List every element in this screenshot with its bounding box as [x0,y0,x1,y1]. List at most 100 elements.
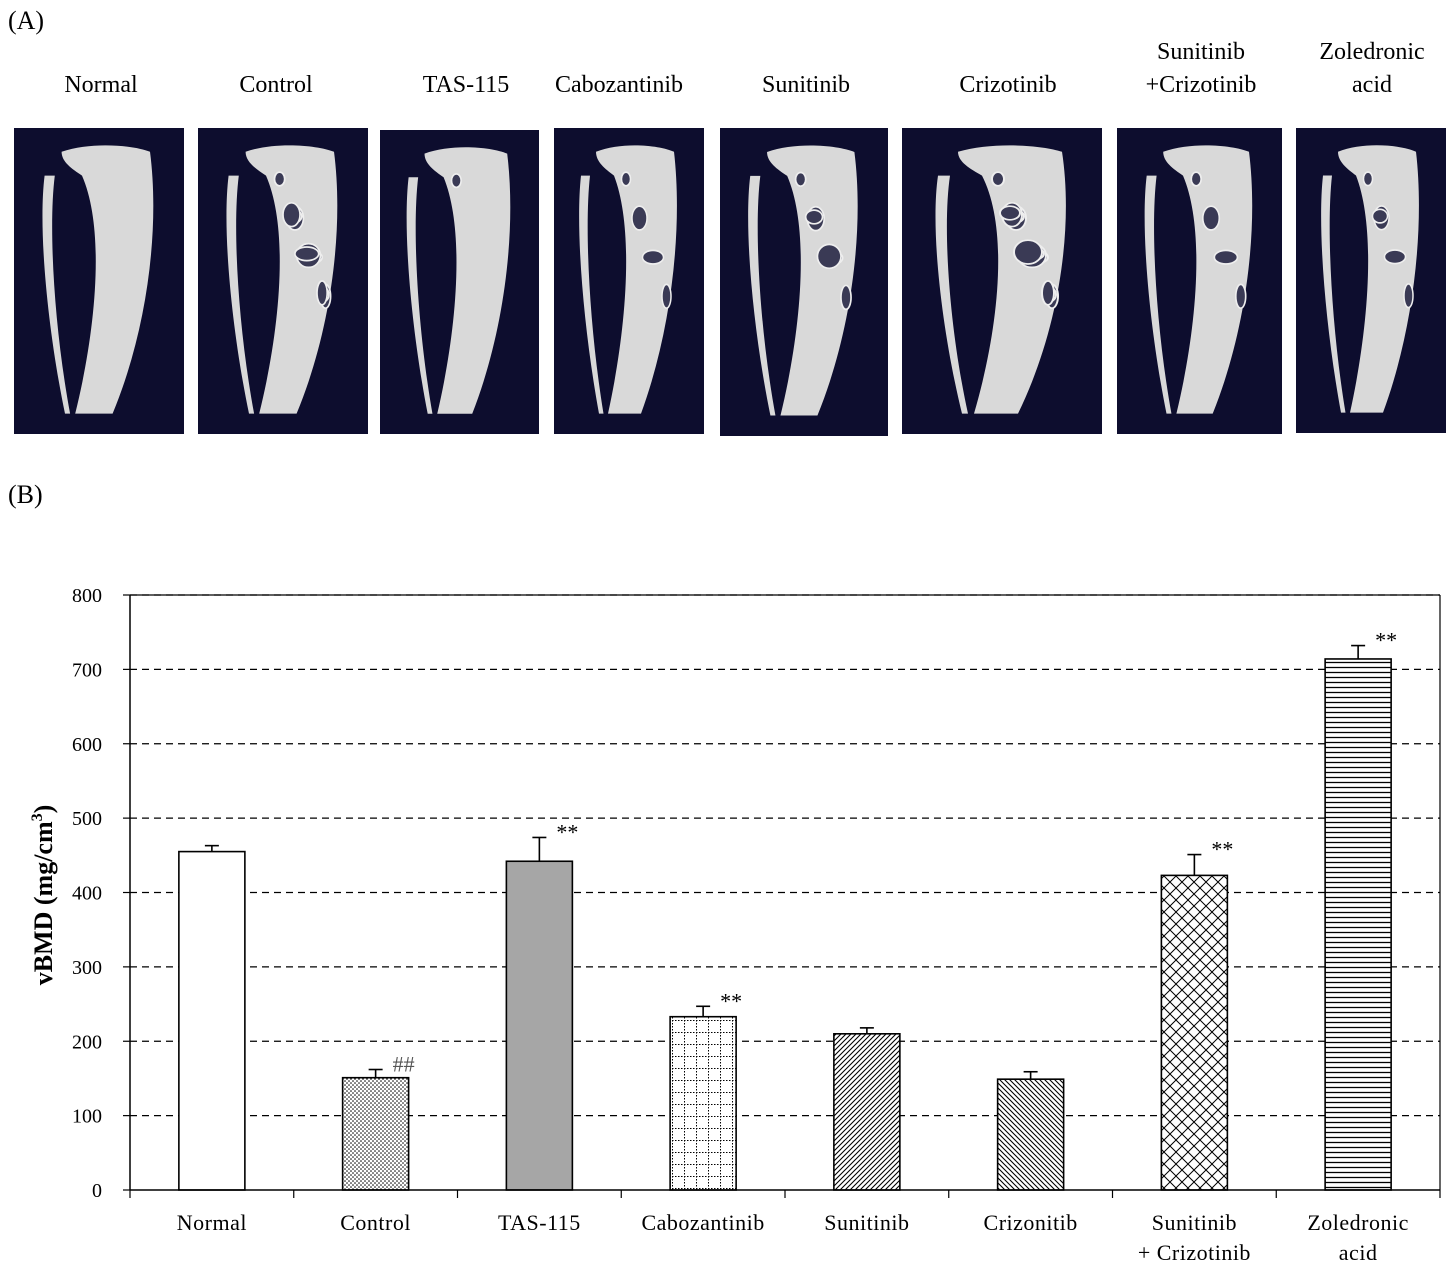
lesion-mark [282,201,301,228]
fibula-shape [748,175,776,416]
lesion-mark [1041,280,1055,306]
bar-chart: ## ** ** ** ** 0 100 200 300 400 500 600 700 800 Norm… [29,585,1441,1262]
x-tick-label: Cabozantinib [641,1210,764,1235]
lesion-mark [641,249,665,265]
tibia-shape [424,147,511,414]
ct-group-label-2: Crizotinib [959,72,1057,98]
lesion-mark [816,243,842,270]
lesion-mark [1371,208,1389,224]
lesion-mark [1013,239,1043,265]
tibia-shape [61,145,154,414]
ct-group-label-2: acid [1352,72,1392,98]
ct-group-label-2: +Crizotinib [1145,72,1257,98]
lesion-mark [999,205,1021,221]
bar [996,1078,1065,1191]
lesion-mark [620,171,632,187]
y-tick-label: 700 [72,659,102,681]
y-tick-label: 500 [72,808,102,830]
bar [833,1033,901,1191]
bar [1324,658,1392,1191]
panel-a-label: (A) [8,6,45,35]
micro-ct-image [720,128,888,436]
fibula-shape [42,175,71,414]
x-tick-label: Control [340,1210,411,1235]
micro-ct-image [14,128,184,434]
gridlines [130,594,1440,1117]
y-axis-label-main: vBMD (mg/cm [29,821,58,985]
significance-label: ** [1211,837,1233,862]
axes: 0 100 200 300 400 500 600 700 800 Normal Control TA… [72,585,1441,1262]
bar [669,1015,737,1191]
fibula-shape [935,175,968,414]
lesion-mark [450,173,462,189]
lesion-mark [840,284,852,311]
bars: ## ** ** ** ** [178,628,1397,1191]
x-tick-label: Sunitinib [824,1210,909,1235]
lesion-mark [804,209,824,225]
micro-ct-image [902,128,1102,434]
ct-group-label-2: Cabozantinib [555,72,683,98]
lesion-mark [794,171,807,188]
lesion-mark [1213,249,1239,265]
x-tick-label: TAS-115 [498,1210,581,1235]
ct-group-label-1: Zoledronic [1319,39,1425,65]
fibula-shape [226,175,255,414]
ct-group-label-2: Sunitinib [761,72,851,98]
tibia-shape [1338,145,1419,413]
fibula-shape [1144,175,1172,414]
micro-ct-image [198,128,368,434]
fibula-shape [406,177,433,414]
y-tick-label: 300 [72,957,102,979]
y-tick-label: 200 [72,1031,102,1053]
lesion-mark [1403,283,1414,309]
ct-group-label-2: Control [239,72,313,98]
tibia-shape [245,145,338,414]
micro-ct-image [380,130,539,434]
lesion-mark [661,283,672,310]
tibia-shape [767,145,858,416]
y-tick-label: 400 [72,883,102,905]
bar [1160,874,1229,1191]
lesion-mark [1383,249,1407,265]
bar [505,860,574,1191]
significance-label: ## [393,1052,415,1077]
lesion-mark [273,171,286,187]
bar [341,1076,410,1191]
lesion-mark [1362,171,1374,187]
lesion-mark [1201,205,1221,231]
micro-ct-image [554,128,704,434]
ct-group-label-2: Normal [64,72,138,98]
lesion-mark [1190,171,1202,187]
y-tick-label: 100 [72,1106,102,1128]
tibia-shape [958,145,1066,414]
y-tick-label: 800 [72,585,102,607]
lesion-mark [631,205,648,231]
lesion-mark [991,171,1005,187]
y-tick-label: 600 [72,734,102,756]
ct-group-label-1: Sunitinib [1156,39,1246,65]
y-axis-label: vBMD (mg/cm3) [29,805,58,986]
lesion-mark [1234,283,1247,310]
micro-ct-image [1117,128,1282,434]
significance-label: ** [1375,628,1397,653]
lesion-mark [316,280,329,306]
x-tick-label: Crizonitib [984,1210,1078,1235]
fibula-shape [1321,175,1346,413]
fibula-shape [579,175,604,414]
x-tick-label: + Crizotinib [1138,1240,1251,1262]
x-tick-label: Normal [177,1210,247,1235]
tibia-shape [596,145,677,414]
y-tick-label: 0 [92,1180,102,1202]
significance-label: ** [556,819,578,844]
y-axis-label-sup: 3 [29,813,46,821]
panel-b-label: (B) [8,480,43,509]
x-tick-label: Zoledronic [1307,1210,1409,1235]
ct-group-label-2: TAS-115 [422,72,510,98]
x-tick-label: Sunitinib [1152,1210,1237,1235]
x-tick-label: acid [1339,1240,1378,1262]
bar [178,850,246,1191]
significance-label: ** [720,988,742,1013]
micro-ct-image [1296,128,1446,433]
lesion-mark [294,246,320,262]
y-axis-label-end: ) [29,805,58,814]
